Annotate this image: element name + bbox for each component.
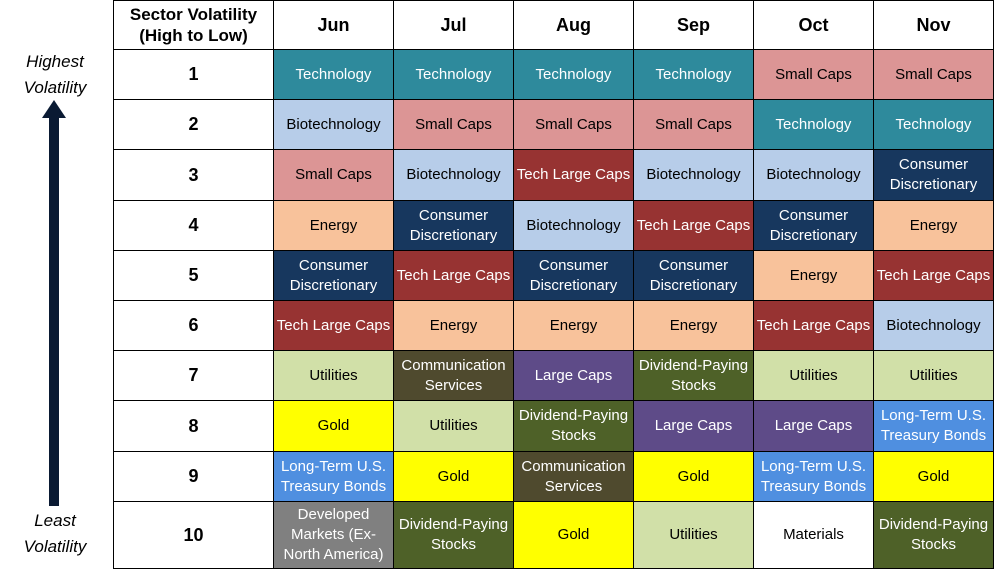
sector-cell: Consumer Discretionary — [753, 200, 874, 251]
table-row: 8 Gold Utilities Dividend-Paying Stocks Larg… — [113, 400, 994, 452]
sector-cell: Consumer Discretionary — [393, 200, 514, 251]
rank-cell: 7 — [113, 350, 274, 401]
sector-cell: Small Caps — [633, 99, 754, 150]
sector-cell: Communication Services — [393, 350, 514, 401]
table-row: 2 Biotechnology Small Caps Small Caps Small … — [113, 99, 994, 150]
sector-cell: Tech Large Caps — [873, 250, 994, 301]
month-header-sep: Sep — [633, 0, 754, 50]
table-row: 5 Consumer Discretionary Tech Large Caps Co… — [113, 250, 994, 301]
rank-cell: 3 — [113, 149, 274, 201]
sector-cell: Biotechnology — [393, 149, 514, 201]
sector-cell: Utilities — [753, 350, 874, 401]
sector-cell: Tech Large Caps — [393, 250, 514, 301]
sector-cell: Long-Term U.S. Treasury Bonds — [753, 451, 874, 502]
sector-cell: Large Caps — [753, 400, 874, 452]
sector-cell: Energy — [513, 300, 634, 351]
sector-cell: Utilities — [393, 400, 514, 452]
sector-cell: Small Caps — [393, 99, 514, 150]
sector-cell: Materials — [753, 501, 874, 569]
sector-cell: Consumer Discretionary — [273, 250, 394, 301]
volatility-arrow — [42, 100, 66, 506]
sector-cell: Dividend-Paying Stocks — [513, 400, 634, 452]
sector-cell: Developed Markets (Ex-North America) — [273, 501, 394, 569]
sector-cell: Utilities — [873, 350, 994, 401]
volatility-axis: Highest Volatility Least Volatility — [0, 0, 113, 568]
sector-cell: Technology — [273, 49, 394, 100]
table-row: 10 Developed Markets (Ex-North America) Di… — [113, 501, 994, 569]
sector-cell: Consumer Discretionary — [513, 250, 634, 301]
month-header-aug: Aug — [513, 0, 634, 50]
table-row: 1 Technology Technology Technology Technolog… — [113, 49, 994, 100]
sector-cell: Dividend-Paying Stocks — [873, 501, 994, 569]
sector-cell: Dividend-Paying Stocks — [633, 350, 754, 401]
table-row: 4 Energy Consumer Discretionary Biotechnolo… — [113, 200, 994, 251]
sector-cell: Long-Term U.S. Treasury Bonds — [273, 451, 394, 502]
sector-cell: Utilities — [273, 350, 394, 401]
sector-cell: Large Caps — [633, 400, 754, 452]
arrow-shaft — [49, 114, 59, 506]
sector-cell: Communication Services — [513, 451, 634, 502]
rank-cell: 8 — [113, 400, 274, 452]
rank-cell: 2 — [113, 99, 274, 150]
sector-cell: Technology — [633, 49, 754, 100]
sector-volatility-table: Sector Volatility (High to Low) Jun Jul Au… — [113, 0, 994, 569]
sector-cell: Consumer Discretionary — [633, 250, 754, 301]
sector-cell: Consumer Discretionary — [873, 149, 994, 201]
sector-cell: Energy — [873, 200, 994, 251]
sector-cell: Long-Term U.S. Treasury Bonds — [873, 400, 994, 452]
sector-cell: Small Caps — [873, 49, 994, 100]
rank-cell: 5 — [113, 250, 274, 301]
month-header-jun: Jun — [273, 0, 394, 50]
rank-cell: 1 — [113, 49, 274, 100]
sector-cell: Small Caps — [753, 49, 874, 100]
sector-cell: Technology — [513, 49, 634, 100]
sector-cell: Gold — [393, 451, 514, 502]
least-volatility-label: Least Volatility — [23, 511, 87, 556]
arrow-head — [42, 100, 66, 118]
sector-cell: Energy — [753, 250, 874, 301]
sector-cell: Dividend-Paying Stocks — [393, 501, 514, 569]
rank-cell: 10 — [113, 501, 274, 569]
rank-cell: 9 — [113, 451, 274, 502]
sector-cell: Biotechnology — [633, 149, 754, 201]
sector-cell: Gold — [513, 501, 634, 569]
sector-cell: Tech Large Caps — [273, 300, 394, 351]
month-header-jul: Jul — [393, 0, 514, 50]
sector-cell: Large Caps — [513, 350, 634, 401]
sector-cell: Biotechnology — [273, 99, 394, 150]
sector-cell: Biotechnology — [753, 149, 874, 201]
sector-cell: Utilities — [633, 501, 754, 569]
sector-cell: Gold — [273, 400, 394, 452]
sector-cell: Energy — [633, 300, 754, 351]
sector-cell: Technology — [873, 99, 994, 150]
table-row: 9 Long-Term U.S. Treasury Bonds Gold Commun… — [113, 451, 994, 502]
rank-column-header: Sector Volatility (High to Low) — [113, 0, 274, 50]
sector-cell: Tech Large Caps — [633, 200, 754, 251]
sector-cell: Technology — [393, 49, 514, 100]
rank-cell: 4 — [113, 200, 274, 251]
month-header-oct: Oct — [753, 0, 874, 50]
sector-cell: Gold — [873, 451, 994, 502]
sector-cell: Small Caps — [513, 99, 634, 150]
sector-cell: Biotechnology — [873, 300, 994, 351]
sector-cell: Biotechnology — [513, 200, 634, 251]
sector-cell: Tech Large Caps — [753, 300, 874, 351]
sector-cell: Tech Large Caps — [513, 149, 634, 201]
sector-cell: Small Caps — [273, 149, 394, 201]
sector-cell: Energy — [273, 200, 394, 251]
sector-cell: Gold — [633, 451, 754, 502]
table-row: 6 Tech Large Caps Energy Energy Energy Tech L… — [113, 300, 994, 351]
header-row: Sector Volatility (High to Low) Jun Jul Au… — [113, 0, 994, 50]
table-row: 3 Small Caps Biotechnology Tech Large Caps B… — [113, 149, 994, 201]
sector-cell: Energy — [393, 300, 514, 351]
rank-cell: 6 — [113, 300, 274, 351]
month-header-nov: Nov — [873, 0, 994, 50]
sector-cell: Technology — [753, 99, 874, 150]
highest-volatility-label: Highest Volatility — [23, 52, 87, 97]
table-row: 7 Utilities Communication Services Large Ca… — [113, 350, 994, 401]
